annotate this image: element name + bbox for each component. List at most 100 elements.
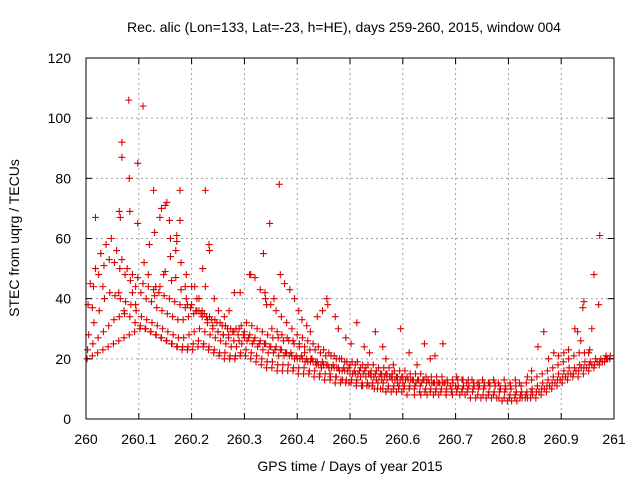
data-point [206,331,214,339]
data-point [161,201,169,209]
data-point [448,391,456,399]
data-point [225,331,233,339]
data-point [222,340,230,348]
data-point [247,271,255,279]
data-point [420,376,428,384]
data-point [131,319,139,327]
data-point [598,358,606,366]
data-point [172,247,180,255]
data-point [125,96,133,104]
data-point [453,373,461,381]
data-point [115,337,123,345]
data-point [142,295,150,303]
data-point [266,219,274,227]
data-point [300,364,308,372]
data-point [555,370,563,378]
data-point [201,328,209,336]
data-point [99,328,107,336]
data-point [183,301,191,309]
data-point [388,376,396,384]
data-point [126,207,134,215]
data-point [158,307,166,315]
data-point [185,331,193,339]
data-point [431,352,439,360]
data-point [283,334,291,342]
data-point [239,331,247,339]
data-point [435,391,443,399]
x-tick-label: 260.9 [544,431,579,447]
data-point [426,355,434,363]
data-point [370,385,378,393]
data-point [311,346,319,354]
data-point [140,259,148,267]
data-point [105,256,113,264]
data-point [268,364,276,372]
data-point [334,325,342,333]
data-point [196,325,204,333]
data-point [473,379,481,387]
data-point [284,361,292,369]
data-point [152,283,160,291]
data-point [588,325,596,333]
data-point [529,391,537,399]
data-point [549,364,557,372]
data-point [382,355,390,363]
data-point [264,331,272,339]
data-point [341,358,349,366]
data-point [113,247,121,255]
data-point [590,271,598,279]
data-point [152,331,160,339]
data-point [317,364,325,372]
data-point [480,385,488,393]
data-point [92,265,100,273]
data-point [565,355,573,363]
data-point [570,364,578,372]
data-point [312,361,320,369]
data-point [251,334,259,342]
data-point [104,343,112,351]
data-point [574,373,582,381]
data-point [148,319,156,327]
data-point [377,385,385,393]
y-tick-label: 40 [55,291,71,307]
data-point [137,313,145,321]
data-point [200,340,208,348]
data-point [360,343,368,351]
data-point [125,174,133,182]
data-point [201,283,209,291]
data-point [580,298,588,306]
axis-ticks [85,57,615,420]
data-point [205,241,213,249]
data-point [403,391,411,399]
data-point [345,364,353,372]
data-point [258,355,266,363]
x-tick-label: 260.4 [280,431,315,447]
data-point [532,394,540,402]
data-point [235,337,243,345]
data-point [484,379,492,387]
data-point [379,379,387,387]
data-point [323,295,331,303]
data-point [540,328,548,336]
data-point [517,382,525,390]
data-point [319,358,327,366]
data-point [94,334,102,342]
data-point [417,391,425,399]
data-point [211,334,219,342]
data-point [511,376,519,384]
data-point [116,295,124,303]
y-tick-label: 60 [55,231,71,247]
data-point [240,334,248,342]
data-point [88,304,96,312]
data-point [565,346,573,354]
data-point [168,277,176,285]
data-point [128,271,136,279]
data-point [257,361,265,369]
data-point [554,361,562,369]
data-point [253,352,261,360]
scatter-markers [83,96,614,405]
data-point [153,322,161,330]
data-point [177,259,185,267]
data-point [286,286,294,294]
